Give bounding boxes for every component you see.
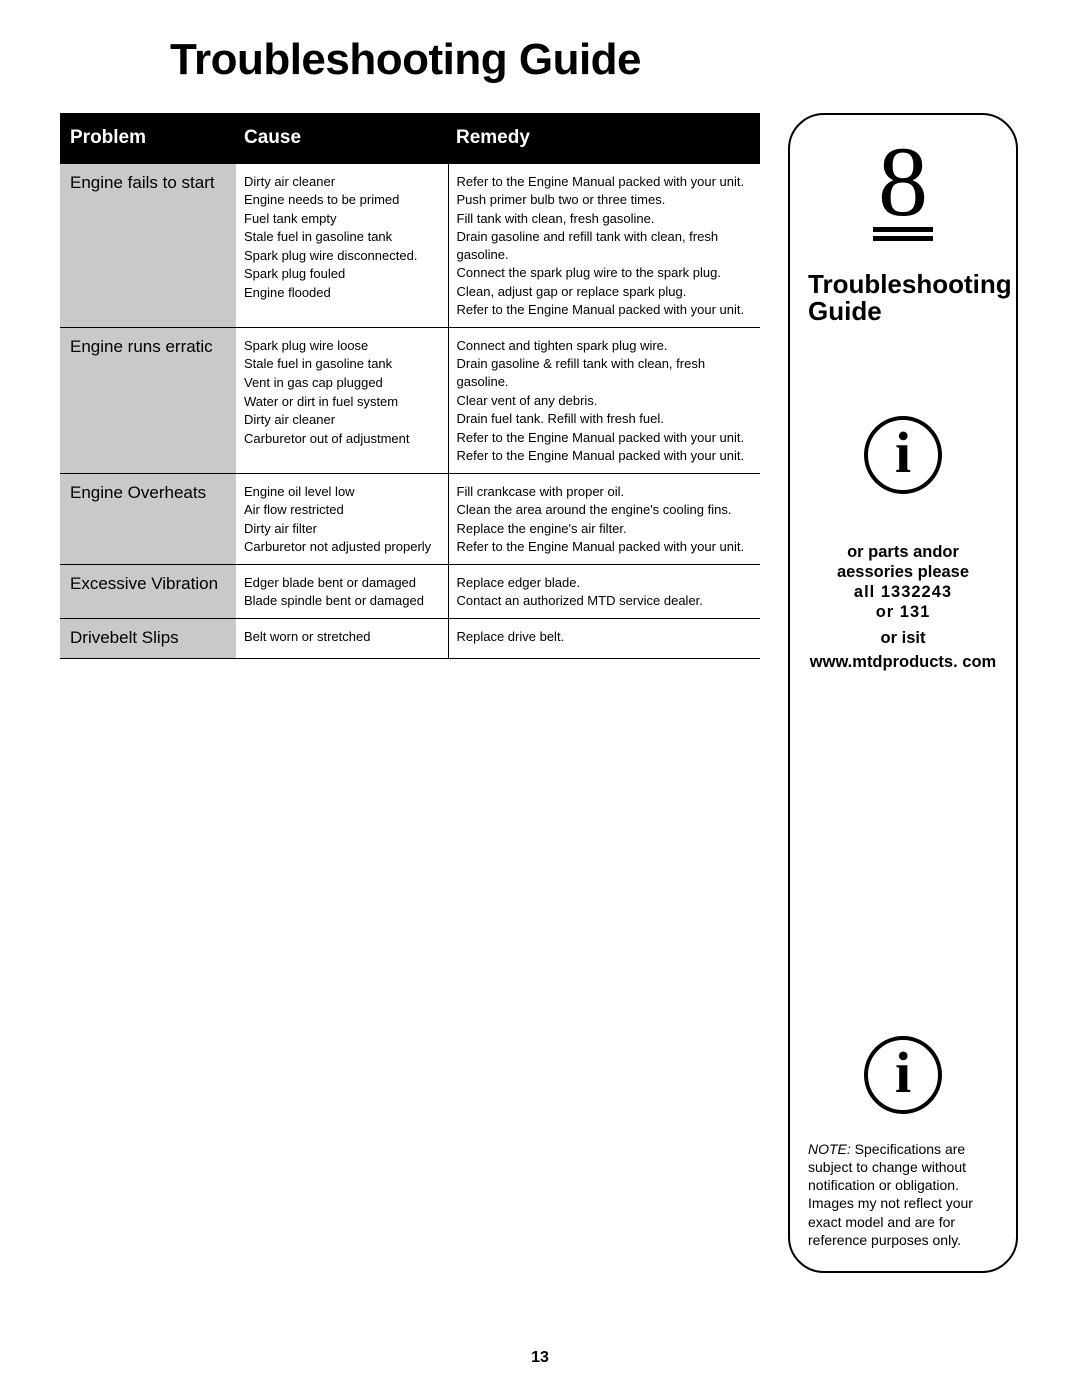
remedy-item: Replace drive belt. xyxy=(457,627,757,646)
cause-item: Stale fuel in gasoline tank xyxy=(244,228,444,247)
remedy-item: Clean, adjust gap or replace spark plug. xyxy=(457,282,757,301)
remedy-item: Refer to the Engine Manual packed with y… xyxy=(457,301,757,320)
col-header-cause: Cause xyxy=(236,127,448,149)
page-number: 13 xyxy=(0,1349,1080,1367)
remedy-item: Replace the engine's air filter. xyxy=(457,519,757,538)
table-row: Engine runs erraticSpark plug wire loose… xyxy=(60,328,760,474)
cause-item: Spark plug wire loose xyxy=(244,336,444,355)
col-header-problem: Problem xyxy=(60,127,236,149)
sidebar-title: Troubleshooting Guide xyxy=(808,271,998,326)
help-phone-line: all 1332243 xyxy=(810,582,996,602)
cause-item: Stale fuel in gasoline tank xyxy=(244,355,444,374)
table-row: Drivebelt Slips Belt worn or stretched Rep… xyxy=(60,619,760,659)
note-lead: NOTE: xyxy=(808,1141,851,1157)
cause-item: Edger blade bent or damaged xyxy=(244,573,444,592)
table-header-row: Problem Cause Remedy xyxy=(60,113,760,163)
troubleshooting-table: Engine fails to startDirty air cleanerEn… xyxy=(60,163,760,659)
remedy-item: Drain gasoline & refill tank with clean,… xyxy=(457,355,757,391)
remedy-item: Refer to the Engine Manual packed with y… xyxy=(457,428,757,447)
remedy-cell: Connect and tighten spark plug wire.Drai… xyxy=(448,328,760,474)
help-line: or parts andor xyxy=(810,542,996,562)
table-row: Engine OverheatsEngine oil level lowAir … xyxy=(60,474,760,565)
cause-cell: Engine oil level lowAir flow restrictedD… xyxy=(236,474,448,565)
cause-item: Air flow restricted xyxy=(244,501,444,520)
info-icon: i xyxy=(864,416,942,494)
remedy-item: Replace edger blade. xyxy=(457,573,757,592)
remedy-item: Refer to the Engine Manual packed with y… xyxy=(457,172,757,191)
cause-item: Engine oil level low xyxy=(244,482,444,501)
cause-item: Carburetor out of adjustment xyxy=(244,429,444,448)
cause-cell: Belt worn or stretched xyxy=(236,619,448,659)
sidebar-title-line1: Troubleshooting xyxy=(808,269,1012,299)
cause-cell: Spark plug wire looseStale fuel in gasol… xyxy=(236,328,448,474)
info-icon: i xyxy=(864,1036,942,1114)
spec-note: NOTE: Specifications are subject to chan… xyxy=(808,1140,998,1249)
problem-cell: Engine Overheats xyxy=(60,474,236,565)
remedy-item: Clean the area around the engine's cooli… xyxy=(457,501,757,520)
cause-cell: Edger blade bent or damagedBlade spindle… xyxy=(236,565,448,619)
help-phone-line: or 131 xyxy=(810,602,996,622)
cause-item: Dirty air cleaner xyxy=(244,411,444,430)
chapter-number-block: 8 xyxy=(873,143,933,241)
remedy-cell: Replace drive belt. xyxy=(448,619,760,659)
cause-item: Spark plug fouled xyxy=(244,265,444,284)
cause-item: Water or dirt in fuel system xyxy=(244,392,444,411)
cause-item: Spark plug wire disconnected. xyxy=(244,246,444,265)
cause-item: Fuel tank empty xyxy=(244,209,444,228)
cause-item: Engine flooded xyxy=(244,283,444,302)
remedy-item: Push primer bulb two or three times. xyxy=(457,191,757,210)
content-row: Problem Cause Remedy Engine fails to sta… xyxy=(60,113,1040,1273)
problem-cell: Drivebelt Slips xyxy=(60,619,236,659)
url-line: www.mtdproducts. com xyxy=(810,652,996,672)
page-title: Troubleshooting Guide xyxy=(170,35,1040,85)
manual-page: Troubleshooting Guide Problem Cause Reme… xyxy=(0,0,1080,1397)
remedy-item: Refer to the Engine Manual packed with y… xyxy=(457,538,757,557)
remedy-item: Drain gasoline and refill tank with clea… xyxy=(457,228,757,264)
visit-line: or isit xyxy=(810,628,996,648)
remedy-item: Fill crankcase with proper oil. xyxy=(457,482,757,501)
remedy-item: Refer to the Engine Manual packed with y… xyxy=(457,447,757,466)
chapter-number: 8 xyxy=(873,143,933,221)
remedy-item: Fill tank with clean, fresh gasoline. xyxy=(457,209,757,228)
help-line: aessories please xyxy=(810,562,996,582)
remedy-cell: Fill crankcase with proper oil.Clean the… xyxy=(448,474,760,565)
cause-item: Dirty air cleaner xyxy=(244,172,444,191)
chapter-sidebar: 8 Troubleshooting Guide i or parts andor… xyxy=(788,113,1018,1273)
sidebar-title-line2: Guide xyxy=(808,296,882,326)
problem-cell: Engine fails to start xyxy=(60,164,236,328)
problem-cell: Engine runs erratic xyxy=(60,328,236,474)
cause-item: Blade spindle bent or damaged xyxy=(244,592,444,611)
cause-item: Dirty air filter xyxy=(244,519,444,538)
remedy-item: Connect the spark plug wire to the spark… xyxy=(457,264,757,283)
remedy-cell: Replace edger blade.Contact an authorize… xyxy=(448,565,760,619)
table-row: Excessive VibrationEdger blade bent or d… xyxy=(60,565,760,619)
remedy-item: Drain fuel tank. Refill with fresh fuel. xyxy=(457,410,757,429)
cause-item: Engine needs to be primed xyxy=(244,191,444,210)
col-header-remedy: Remedy xyxy=(448,127,760,149)
table-row: Engine fails to startDirty air cleanerEn… xyxy=(60,164,760,328)
parts-info-text: or parts andor aessories please all 1332… xyxy=(810,542,996,673)
troubleshooting-table-wrap: Problem Cause Remedy Engine fails to sta… xyxy=(60,113,760,659)
remedy-item: Connect and tighten spark plug wire. xyxy=(457,336,757,355)
remedy-item: Clear vent of any debris. xyxy=(457,391,757,410)
remedy-item: Contact an authorized MTD service dealer… xyxy=(457,592,757,611)
remedy-cell: Refer to the Engine Manual packed with y… xyxy=(448,164,760,328)
cause-item: Belt worn or stretched xyxy=(244,627,444,646)
problem-cell: Excessive Vibration xyxy=(60,565,236,619)
cause-cell: Dirty air cleanerEngine needs to be prim… xyxy=(236,164,448,328)
cause-item: Carburetor not adjusted properly xyxy=(244,538,444,557)
cause-item: Vent in gas cap plugged xyxy=(244,373,444,392)
